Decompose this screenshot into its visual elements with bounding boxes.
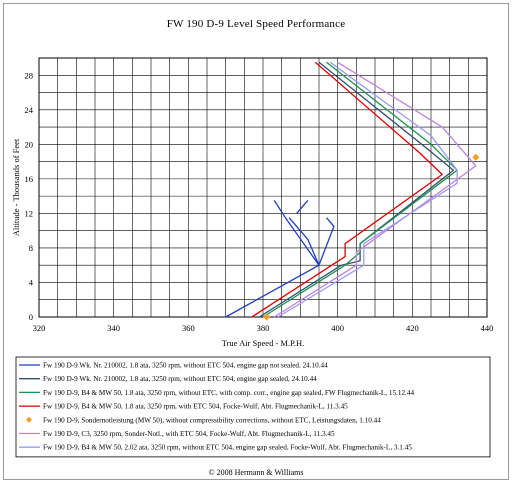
legend-entry: Fw 190 D-9, B4 & MW 50, 1.8 ata, 3250 rp… [43,403,348,411]
y-tick-label: 28 [25,70,34,80]
series-line [288,217,320,266]
x-tick-label: 400 [331,323,344,333]
y-axis-label: Altitude - Thousands of Feet [11,138,21,236]
series-line [296,199,309,214]
chart-title: FW 190 D-9 Level Speed Performance [166,18,346,30]
series-line [251,61,443,318]
legend-box [15,356,491,458]
y-tick-label: 16 [25,174,34,184]
series-line [225,264,320,318]
series-line [318,217,335,266]
y-tick-label: 20 [25,139,34,149]
x-axis-label: True Air Speed - M.P.H. [222,338,305,348]
x-tick-label: 340 [107,323,120,333]
series-line [277,61,458,318]
chart-frame: FW 190 D-9 Level Speed Performance 320 34… [3,3,509,480]
x-tick-label: 320 [33,323,46,333]
y-tick-label: 8 [29,243,33,253]
chart-svg: 320 340 360 380 400 420 440 0 4 8 12 16 20 24 28 True A… [11,57,494,458]
y-tick-label: 0 [29,312,33,322]
legend-entry: Fw 190 D-9, B4 & MW 50, 2.02 ata, 3250 r… [43,444,412,452]
x-tick-label: 380 [257,323,270,333]
series-line [273,200,320,266]
legend-entry: Fw 190 D-9, C3, 3250 rpm, Sonder-Notl., … [43,430,335,438]
x-tick-label: 420 [406,323,419,333]
legend-marker [26,416,32,423]
copyright-text: © 2008 Hermann & Williams [208,468,304,477]
x-tick-label: 360 [182,323,195,333]
y-tick-label: 4 [29,277,34,287]
legend-entry: Fw 190 D-9, B4 & MW 50, 1.8 ata, 3250 rp… [43,389,414,397]
y-tick-label: 12 [25,208,34,218]
x-tick-label: 440 [481,323,494,333]
legend-entry: Fw 190 D-9 Wk. Nr. 210002, 1.8 ata, 3250… [43,375,317,383]
y-tick-label: 24 [25,105,34,115]
series-line [262,61,458,318]
legend-entry: Fw 190 D-9 Wk. Nr. 210002, 1.8 ata, 3250… [43,362,328,370]
data-point-marker [472,153,480,161]
legend-entry: Fw 190 D-9, Sondernotleistung (MW 50), w… [43,416,381,424]
data-point-marker [263,313,271,321]
